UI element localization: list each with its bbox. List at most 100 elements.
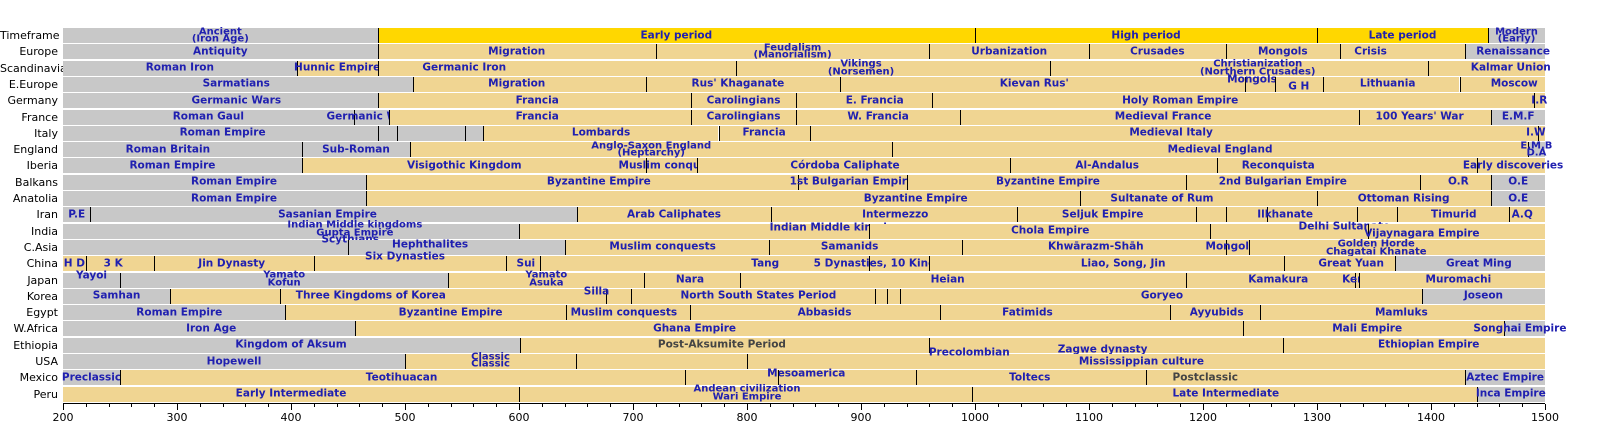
axis-minor-tick xyxy=(336,404,338,407)
row-label-italy: Italy xyxy=(34,126,58,140)
timeline-segment xyxy=(1248,239,1545,255)
timeline-segment xyxy=(1225,44,1340,60)
x-axis-line xyxy=(63,403,1545,404)
timeline-segment xyxy=(735,60,1051,76)
row-label-peru: Peru xyxy=(33,387,58,401)
axis-tick-label: 1400 xyxy=(1417,411,1445,424)
timeline-segment xyxy=(1317,191,1492,206)
row-label-japan: Japan xyxy=(27,273,58,287)
timeline-segment xyxy=(1079,191,1317,206)
row-label-timeframe: Timeframe xyxy=(0,29,60,42)
timeline-segment xyxy=(120,272,449,288)
timeline-segment xyxy=(645,158,697,174)
axis-minor-tick xyxy=(952,404,954,407)
timeline-segment xyxy=(1282,337,1545,353)
timeline-segment xyxy=(1089,44,1226,60)
axis-tick-label: 700 xyxy=(622,411,644,424)
timeline-segment xyxy=(1274,76,1323,92)
timeline-segment xyxy=(1216,158,1477,174)
axis-minor-tick xyxy=(610,404,612,407)
timeline-segment xyxy=(1465,370,1545,386)
axis-tick-label: 300 xyxy=(166,411,188,424)
timeline-segment xyxy=(655,44,930,60)
timeline-segment xyxy=(63,223,519,239)
divider-mark xyxy=(279,288,281,304)
divider-mark xyxy=(874,288,876,304)
timeline-segment xyxy=(1017,207,1197,223)
timeline-segment xyxy=(353,109,390,125)
timeline-segment xyxy=(90,207,578,223)
timeline-segment xyxy=(931,93,1534,109)
timeline-segment xyxy=(296,60,378,76)
timeline-segment xyxy=(63,125,378,141)
timeline-segment xyxy=(389,109,692,125)
timeline-segment xyxy=(1396,207,1509,223)
timeline-segment xyxy=(691,93,796,109)
timeline-segment xyxy=(63,386,519,402)
timeline-segment xyxy=(63,191,367,206)
timeline-segment xyxy=(971,386,1477,402)
row-label-china: China xyxy=(26,257,58,271)
timeline-segment xyxy=(377,28,975,43)
axis-tick-label: 400 xyxy=(280,411,302,424)
axis-major-tick xyxy=(63,404,64,410)
timeline-segment xyxy=(1527,142,1545,158)
axis-minor-tick xyxy=(1157,404,1159,407)
axis-tick-label: 1200 xyxy=(1189,411,1217,424)
axis-minor-tick xyxy=(1043,404,1045,407)
row-label-mexico: Mexico xyxy=(19,371,58,385)
timeline-segment xyxy=(1459,76,1545,92)
row-label-scandinavia: Scandinavia xyxy=(0,61,67,75)
row-label-c-asia: C.Asia xyxy=(23,240,58,254)
axis-minor-tick xyxy=(108,404,110,407)
timeline-segment xyxy=(63,93,378,109)
timeline-segment xyxy=(63,174,367,190)
axis-tick-label: 1500 xyxy=(1531,411,1559,424)
row-label-anatolia: Anatolia xyxy=(12,192,58,205)
axis-minor-tick xyxy=(1020,404,1022,407)
timeline-segment xyxy=(313,256,507,272)
timeline-segment xyxy=(63,337,521,353)
axis-minor-tick xyxy=(701,404,703,407)
timeline-segment xyxy=(1538,125,1545,141)
timeline-segment xyxy=(1356,207,1397,223)
axis-minor-tick xyxy=(199,404,201,407)
axis-minor-tick xyxy=(154,404,156,407)
timeline-segment xyxy=(929,337,1283,353)
timeline-segment xyxy=(63,44,378,60)
axis-minor-tick xyxy=(313,404,315,407)
row-label-europe: Europe xyxy=(19,45,58,59)
timeline-segment xyxy=(377,60,736,76)
axis-major-tick xyxy=(1317,404,1318,410)
timeline-segment xyxy=(962,239,1226,255)
row-label-egypt: Egypt xyxy=(26,306,58,320)
axis-major-tick xyxy=(519,404,520,410)
timeline-segment xyxy=(354,321,1243,337)
axis-minor-tick xyxy=(85,404,87,407)
divider-mark xyxy=(777,370,779,386)
timeline-segment xyxy=(1225,239,1249,255)
axis-minor-tick xyxy=(450,404,452,407)
timeline-segment xyxy=(718,125,810,141)
axis-minor-tick xyxy=(1180,404,1182,407)
axis-minor-tick xyxy=(245,404,247,407)
axis-major-tick xyxy=(633,404,634,410)
timeline-segment xyxy=(1266,207,1357,223)
axis-minor-tick xyxy=(1271,404,1273,407)
axis-major-tick xyxy=(1089,404,1090,410)
timeline-segment xyxy=(1146,370,1466,386)
timeline-segment xyxy=(576,354,747,369)
axis-minor-tick xyxy=(997,404,999,407)
timeline-segment xyxy=(696,158,1011,174)
timeline-segment xyxy=(520,337,930,353)
timeline-segment xyxy=(1245,76,1275,92)
timeline-segment xyxy=(685,370,916,386)
timeline-segment xyxy=(397,125,466,141)
timeline-segment xyxy=(1421,288,1545,304)
timeline-segment xyxy=(747,354,1545,369)
row-label-india: India xyxy=(31,224,58,238)
axis-tick-label: 500 xyxy=(394,411,416,424)
timeline-segment xyxy=(302,158,646,174)
axis-minor-tick xyxy=(541,404,543,407)
axis-major-tick xyxy=(177,404,178,410)
